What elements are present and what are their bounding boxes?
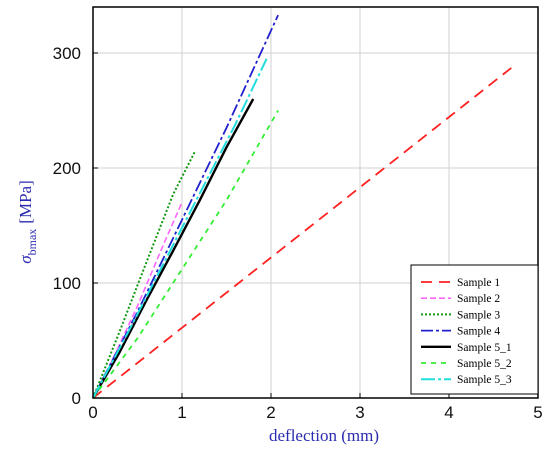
series-layer <box>91 14 512 399</box>
series-line-2 <box>92 202 183 399</box>
x-tick-label: 3 <box>355 403 364 422</box>
grid-lines <box>93 7 538 398</box>
series-line-5 <box>91 98 255 399</box>
x-tick-label: 2 <box>266 403 275 422</box>
legend-label: Sample 4 <box>457 326 500 338</box>
legend: Sample 1 Sample 2 Sample 3 Sample 4 Sample 5… <box>410 264 539 395</box>
legend-label: Sample 1 <box>457 277 500 289</box>
x-tick-label: 1 <box>177 403 186 422</box>
tick-labels: 0 1 2 3 4 5 0 100 200 300 <box>53 44 543 422</box>
legend-label: Sample 2 <box>457 293 500 305</box>
plot-frame <box>92 6 539 399</box>
series-line-7 <box>92 58 268 399</box>
legend-box <box>410 264 539 395</box>
legend-label: Sample 3 <box>457 309 500 321</box>
y-tick-label: 100 <box>53 274 81 293</box>
series-line-3 <box>92 150 197 399</box>
y-axis-subscript: bmax <box>25 229 39 256</box>
legend-label: Sample 5_1 <box>457 342 512 354</box>
y-tick-label: 200 <box>53 159 81 178</box>
y-axis-title: σbmax [MPa] <box>16 180 39 264</box>
x-tick-label: 4 <box>444 403 453 422</box>
x-tick-label: 0 <box>88 403 97 422</box>
series-line-6 <box>92 110 279 399</box>
y-axis-symbol: σ <box>16 255 35 264</box>
y-tick-label: 0 <box>72 389 81 408</box>
legend-label: Sample 5_3 <box>457 374 512 386</box>
y-tick-label: 300 <box>53 44 81 63</box>
x-tick-label: 5 <box>533 403 542 422</box>
legend-label: Sample 5_2 <box>457 358 512 370</box>
x-axis-title: deflection (mm) <box>269 426 379 445</box>
y-axis-unit: [MPa] <box>16 180 35 223</box>
